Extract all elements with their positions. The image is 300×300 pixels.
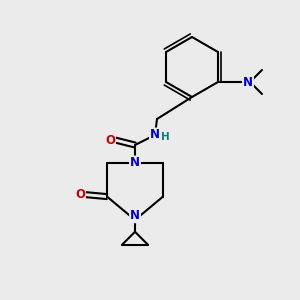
Text: N: N — [150, 128, 160, 142]
Text: O: O — [105, 134, 115, 146]
Text: N: N — [130, 157, 140, 169]
Text: N: N — [130, 209, 140, 222]
Text: H: H — [160, 132, 169, 142]
Text: O: O — [75, 188, 85, 201]
Text: N: N — [243, 76, 253, 88]
